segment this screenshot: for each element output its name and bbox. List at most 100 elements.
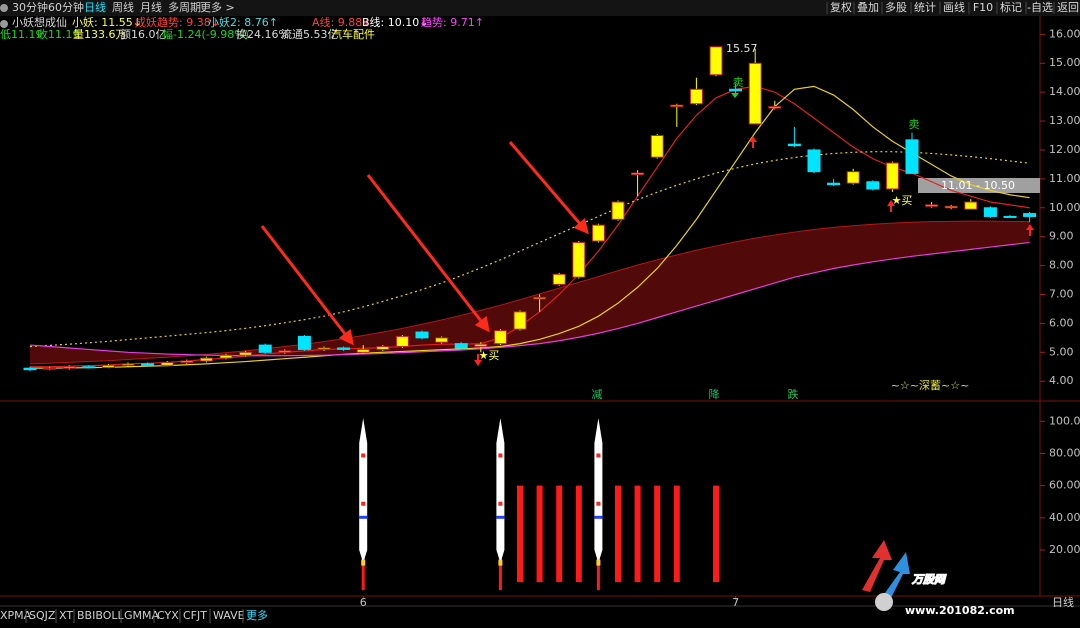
candle-body: [180, 360, 194, 363]
quote-field: 幅-1.24(-9.98%): [162, 28, 249, 41]
toolbar-button[interactable]: 多股: [885, 0, 907, 14]
signal-label: ~☆~深蓄~☆~: [891, 379, 970, 392]
candle-body: [219, 354, 233, 359]
period-label: 日线: [1052, 595, 1074, 609]
needle-detail: [596, 453, 601, 458]
indicator-value: 成妖趋势: 9.38↓: [135, 15, 220, 29]
signal-bar: [536, 485, 543, 583]
indicator-tab[interactable]: XT: [59, 609, 73, 622]
candle-body: [454, 343, 468, 349]
indicator-tab[interactable]: CFJT: [183, 609, 207, 622]
toolbar-button[interactable]: 叠加: [857, 1, 879, 14]
logo-shape: [880, 552, 910, 604]
candle-body: [493, 330, 507, 345]
y-tick-label: 15.00: [1049, 56, 1080, 69]
candle-body: [533, 296, 547, 300]
needle-detail: [359, 515, 368, 519]
y-tick-label: 11.00: [1049, 172, 1080, 185]
indicator-tab[interactable]: SQJZ: [29, 609, 56, 622]
x-tick-label: 6: [360, 596, 367, 609]
period-tab[interactable]: 更多 >: [200, 0, 235, 14]
needle-detail: [596, 501, 601, 506]
signal-label: 跌: [788, 387, 799, 401]
y-tick-label: 20.00: [1049, 543, 1080, 556]
y-tick-label: 14.00: [1049, 85, 1080, 98]
high-label: 15.57: [726, 42, 758, 55]
period-tab[interactable]: 60分钟: [48, 0, 84, 14]
indicator-tab[interactable]: XPMA: [0, 609, 32, 622]
candle-body: [317, 347, 331, 350]
needle-detail: [361, 453, 366, 458]
plot: [23, 46, 1037, 591]
signal-bar: [556, 485, 563, 583]
indicator-tab[interactable]: 更多: [246, 608, 268, 622]
indicator-line: [29, 241, 1030, 357]
candle-body: [964, 201, 978, 210]
indicator-tab[interactable]: BBIBOLL: [77, 609, 124, 622]
toolbar-button[interactable]: -自选: [1027, 1, 1053, 14]
candle-body: [297, 335, 311, 350]
y-tick-label: 100.00: [1049, 414, 1080, 427]
candle-body: [239, 351, 253, 356]
toolbar-button[interactable]: 返回: [1057, 1, 1079, 14]
period-tab[interactable]: 周线: [112, 0, 134, 14]
candle-body: [395, 335, 409, 348]
needle-detail: [496, 515, 505, 519]
toolbar-button[interactable]: 统计: [914, 1, 936, 14]
needle-detail: [498, 559, 503, 566]
period-tab[interactable]: 月线: [140, 0, 162, 14]
indicator-value: 小妖: 11.55↓: [72, 15, 142, 29]
quote-field: 换24.16%: [236, 27, 289, 41]
signal-label: 降: [709, 387, 720, 401]
candle-body: [983, 207, 997, 217]
signal-bar: [517, 485, 523, 583]
candle-body: [846, 171, 860, 184]
quote-field: 收11.19: [37, 27, 80, 41]
period-tab[interactable]: 多周期: [168, 0, 201, 14]
signal-bar: [615, 485, 621, 583]
needle-detail: [594, 515, 603, 519]
candle-body: [552, 273, 566, 285]
y-tick-label: 6.00: [1049, 316, 1074, 329]
indicator-value: A线: 9.88↓: [312, 15, 371, 29]
watermark-url: www.201082.com: [905, 604, 1015, 617]
candle-body: [885, 162, 899, 190]
period-tab[interactable]: 30分钟: [12, 0, 48, 14]
arrow: [508, 141, 589, 235]
signal-bar: [673, 485, 680, 583]
toolbar-button[interactable]: 标记: [1000, 0, 1022, 14]
indicator-tab[interactable]: GMMA: [124, 609, 160, 622]
quote-field: 量133.6万: [73, 28, 127, 41]
indicator-line: [30, 85, 1030, 369]
indicator-tab[interactable]: CYX: [157, 609, 179, 622]
watermark-title: 万股网: [911, 573, 947, 586]
logo: [862, 540, 910, 611]
candle-body: [513, 311, 527, 330]
candle-body: [827, 182, 841, 186]
menu-icon[interactable]: [0, 4, 8, 12]
candle-body: [278, 350, 292, 353]
candle-body: [376, 346, 390, 350]
arrow: [260, 225, 354, 346]
signal-arrow: [474, 354, 482, 366]
y-tick-label: 9.00: [1049, 230, 1074, 243]
needle: [496, 418, 505, 563]
candle-body: [670, 104, 684, 108]
period-tab[interactable]: 日线: [84, 0, 106, 14]
candle-body: [435, 337, 449, 343]
candle-body: [356, 348, 370, 353]
signal-bar: [713, 485, 719, 583]
indicator-tab[interactable]: WAVE: [213, 609, 245, 622]
toolbar-button[interactable]: F10: [973, 1, 993, 14]
candle-body: [572, 241, 586, 278]
y-tick-label: 10.00: [1049, 201, 1080, 214]
needle-detail: [498, 453, 503, 458]
toolbar-button[interactable]: 复权: [830, 0, 852, 14]
toolbar-button[interactable]: 画线: [943, 0, 965, 14]
candle-body: [258, 344, 272, 353]
candle-body: [925, 204, 939, 207]
y-tick-label: 12.00: [1049, 143, 1080, 156]
y-tick-label: 13.00: [1049, 114, 1080, 127]
indicator-value: 趋势: 9.71↑: [421, 16, 484, 29]
